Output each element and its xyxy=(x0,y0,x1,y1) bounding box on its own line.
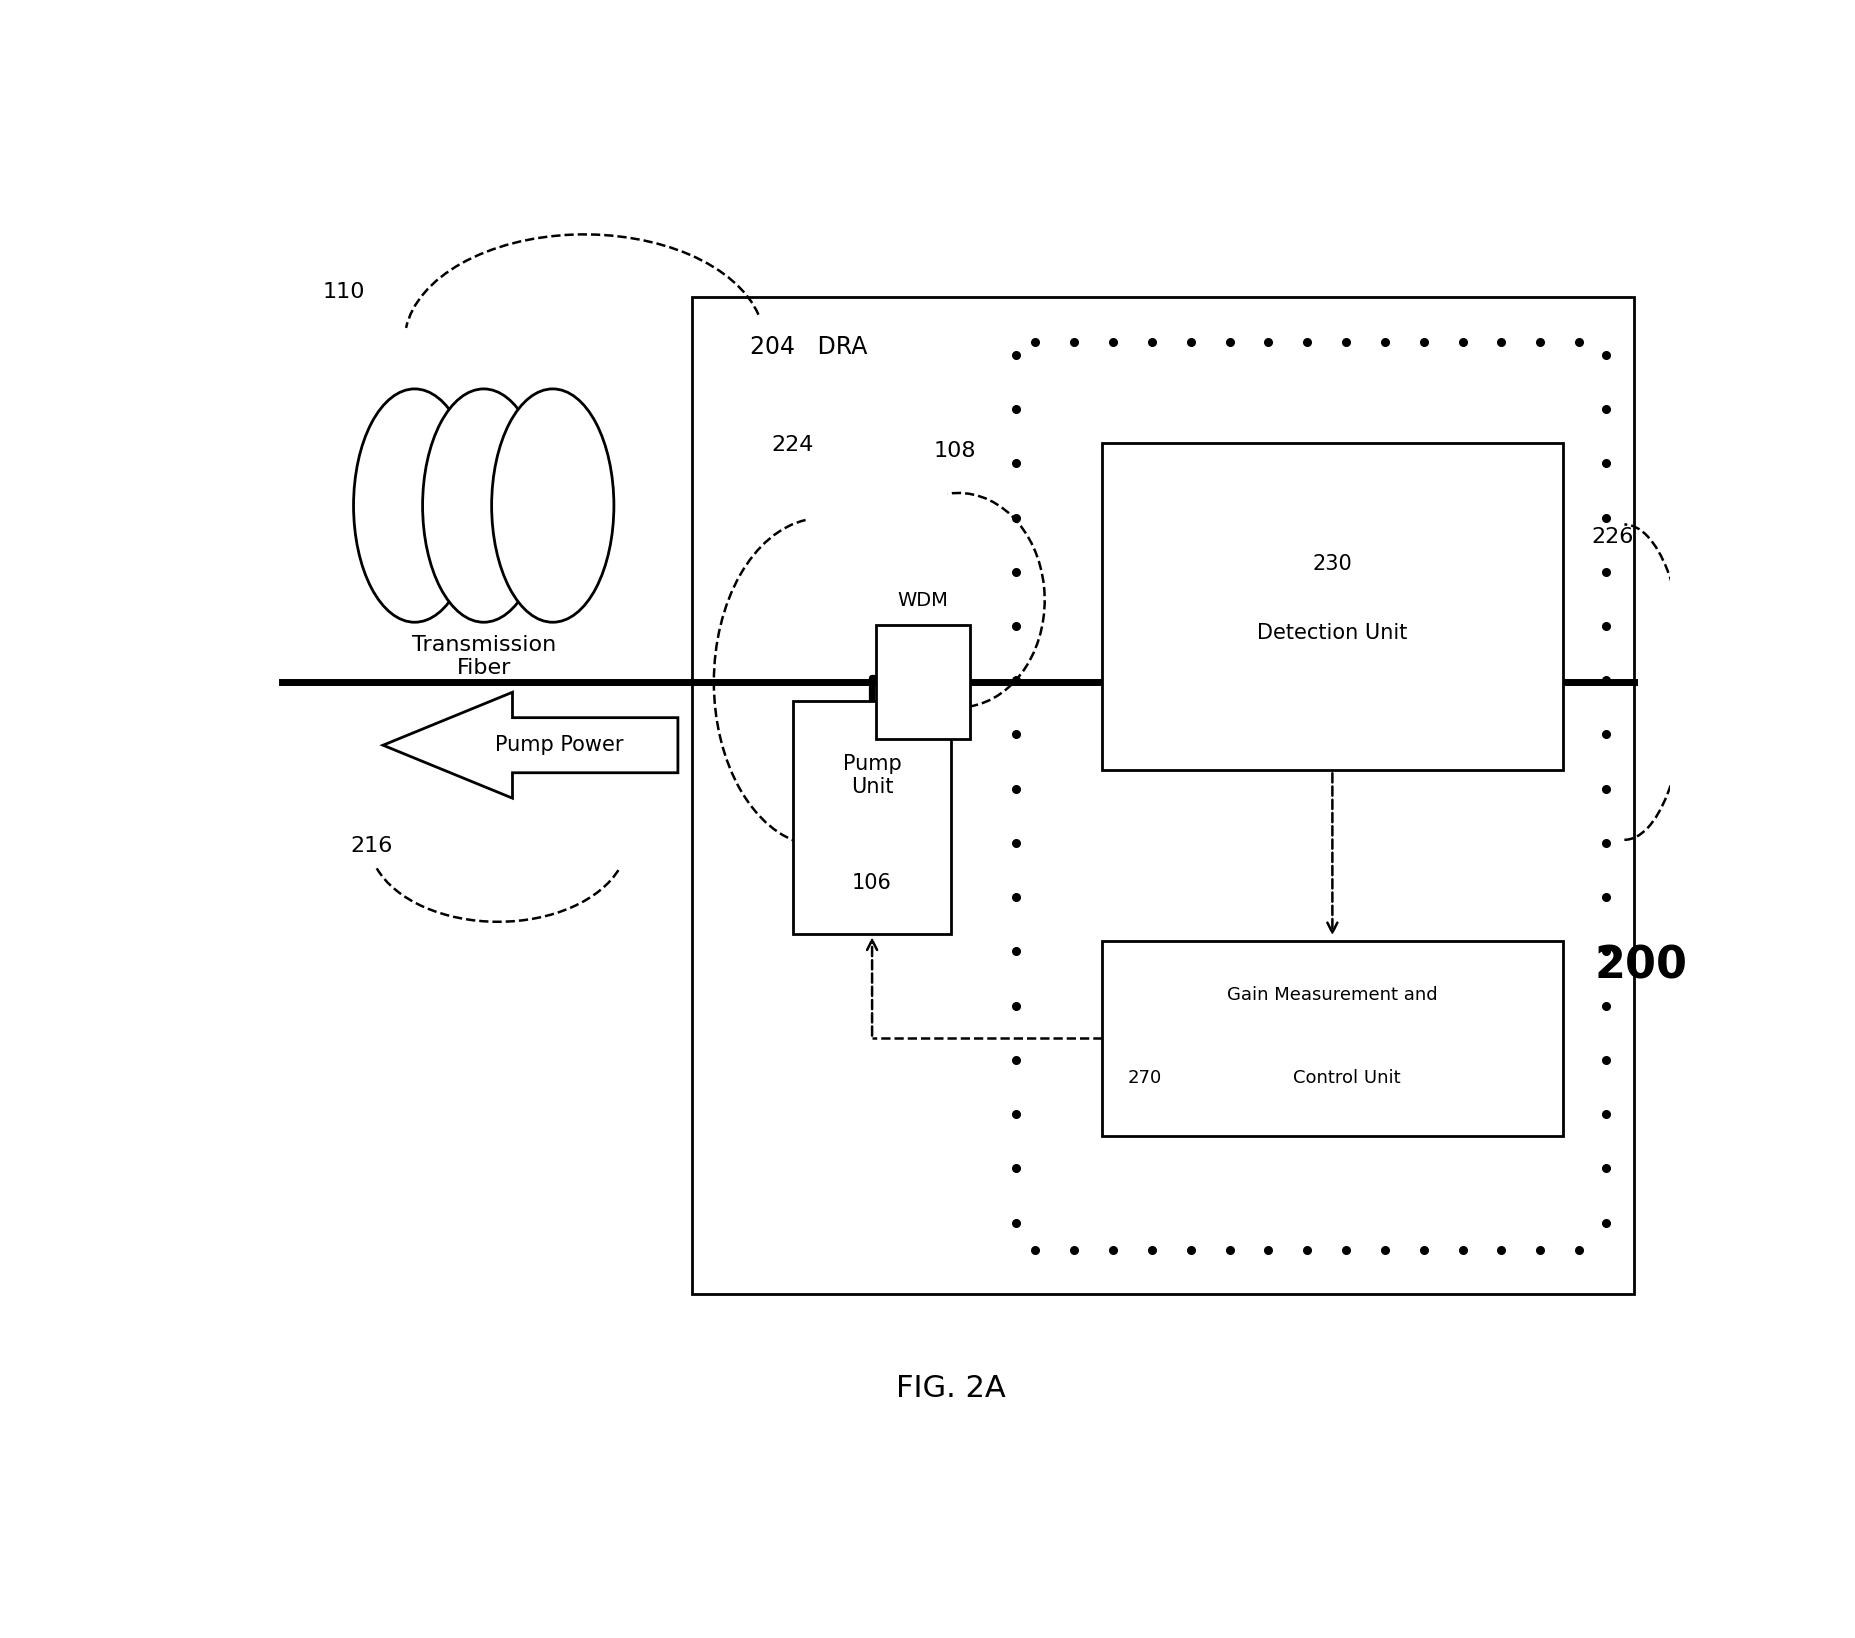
Text: 230: 230 xyxy=(1311,554,1352,573)
Bar xyxy=(792,701,952,934)
Text: 106: 106 xyxy=(851,873,892,893)
Text: Pump
Unit: Pump Unit xyxy=(842,753,902,798)
Text: 200: 200 xyxy=(1593,945,1686,988)
Text: FIG. 2A: FIG. 2A xyxy=(896,1374,1005,1404)
Text: Gain Measurement and: Gain Measurement and xyxy=(1226,986,1438,1004)
Ellipse shape xyxy=(492,388,614,622)
Text: 224: 224 xyxy=(772,436,812,455)
Polygon shape xyxy=(382,693,677,798)
Text: 226: 226 xyxy=(1590,527,1632,547)
Bar xyxy=(1102,442,1562,770)
Text: 270: 270 xyxy=(1128,1068,1161,1086)
Text: 108: 108 xyxy=(933,441,976,462)
Bar xyxy=(876,626,970,739)
Text: Control Unit: Control Unit xyxy=(1293,1068,1401,1086)
Bar xyxy=(692,298,1634,1294)
Ellipse shape xyxy=(352,388,475,622)
Text: WDM: WDM xyxy=(898,591,948,611)
Text: Transmission
Fiber: Transmission Fiber xyxy=(412,636,555,678)
Text: Pump Power: Pump Power xyxy=(495,735,623,755)
Ellipse shape xyxy=(423,388,545,622)
Text: 216: 216 xyxy=(351,835,391,857)
Bar xyxy=(1102,940,1562,1137)
Text: Detection Unit: Detection Unit xyxy=(1256,622,1406,642)
Text: 204   DRA: 204 DRA xyxy=(749,336,866,359)
Text: 110: 110 xyxy=(323,282,365,303)
